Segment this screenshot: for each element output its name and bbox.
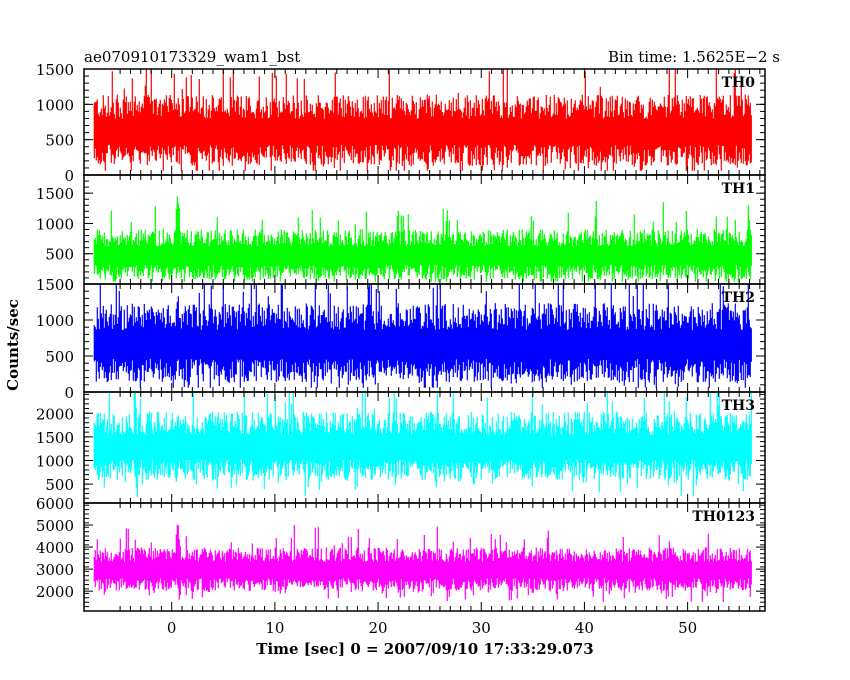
y-tick-label: 1500	[36, 429, 74, 447]
y-tick-label: 2000	[36, 405, 74, 423]
panel-th2: 0 500 1000 1500 TH2	[36, 276, 766, 402]
series-th1	[93, 196, 752, 282]
x-tick-label: 50	[678, 619, 697, 637]
x-tick-label: 0	[167, 619, 177, 637]
series-th0	[93, 69, 752, 171]
series-th2	[93, 284, 752, 388]
y-axis-label: Counts/sec	[4, 299, 22, 391]
y-tick-label: 500	[45, 476, 74, 494]
panel-label: TH0	[722, 75, 756, 91]
y-tick-label: 5000	[36, 517, 74, 535]
y-tick-label: 0	[64, 167, 74, 185]
panel-label: TH3	[722, 398, 755, 414]
title-right: Bin time: 1.5625E−2 s	[608, 48, 780, 66]
y-tick-label: 1000	[36, 452, 74, 470]
x-tick-label: 30	[472, 619, 491, 637]
x-tick-label: 40	[575, 619, 594, 637]
y-tick-label: 1000	[36, 215, 74, 233]
panel-label: TH0123	[692, 509, 755, 525]
title-left: ae070910173329_wam1_bst	[84, 48, 300, 66]
x-tick-label: 10	[265, 619, 284, 637]
panel-label: TH1	[722, 181, 755, 197]
panel-frame	[83, 502, 766, 612]
y-tick-label: 3000	[36, 561, 74, 579]
y-tick-label: 0	[64, 276, 74, 294]
x-tick-label: 20	[369, 619, 388, 637]
panel-th0123: 2000 3000 4000 5000 6000 TH0123	[36, 495, 766, 612]
panel-label: TH2	[722, 290, 755, 306]
y-tick-label: 6000	[36, 495, 74, 513]
y-tick-label: 2000	[36, 583, 74, 601]
y-tick-label: 4000	[36, 539, 74, 557]
y-tick-label: 1500	[36, 185, 74, 203]
panel-th1: 0 500 1000 1500 TH1	[36, 174, 766, 294]
y-tick-label: 0	[64, 384, 74, 402]
panel-th0: 0 500 1000 1500 TH0	[36, 61, 766, 185]
y-tick-label: 500	[45, 246, 74, 264]
x-axis-label: Time [sec] 0 = 2007/09/10 17:33:29.073	[256, 640, 593, 658]
y-tick-label: 1500	[36, 61, 74, 79]
series-th3	[93, 392, 752, 498]
y-tick-label: 500	[45, 132, 74, 150]
y-tick-label: 1000	[36, 312, 74, 330]
panel-th3: 500 1000 1500 2000 TH3	[36, 391, 766, 504]
series-th0123	[93, 525, 752, 602]
y-tick-label: 500	[45, 348, 74, 366]
y-tick-label: 1000	[36, 96, 74, 114]
y-tick-label: 1500	[36, 276, 74, 294]
